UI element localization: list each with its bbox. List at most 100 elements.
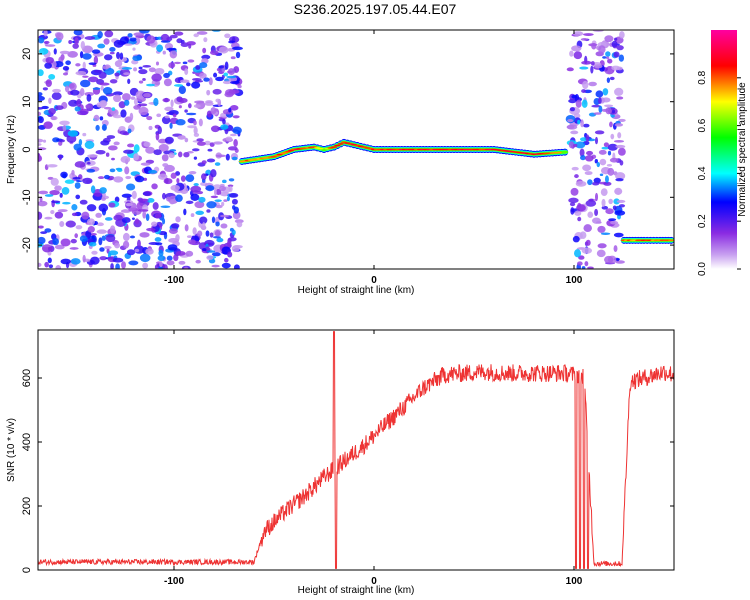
noise-blob: [213, 235, 221, 239]
noise-blob: [185, 250, 194, 257]
noise-blob: [91, 250, 98, 255]
noise-blob: [152, 202, 159, 210]
noise-blob: [114, 72, 120, 77]
noise-blob: [225, 153, 230, 161]
noise-blob: [43, 40, 50, 44]
noise-blob: [229, 133, 237, 137]
noise-blob: [64, 179, 75, 184]
noise-blob: [604, 175, 609, 183]
noise-blob: [62, 66, 70, 71]
noise-blob: [119, 52, 124, 60]
noise-blob: [169, 200, 175, 205]
noise-blob: [572, 31, 584, 37]
noise-blob: [81, 211, 90, 220]
noise-blob: [120, 109, 127, 118]
noise-blob: [65, 220, 76, 228]
noise-blob: [570, 207, 575, 215]
noise-blob: [95, 149, 106, 155]
noise-blob: [155, 242, 163, 246]
noise-blob: [591, 104, 601, 108]
signal-mark: [337, 143, 344, 145]
noise-blob: [119, 130, 128, 135]
noise-blob: [49, 189, 60, 196]
noise-blob: [196, 138, 204, 142]
y-tick-label: 200: [21, 497, 33, 515]
noise-blob: [139, 30, 150, 34]
noise-blob: [110, 108, 119, 117]
noise-blob: [609, 121, 613, 128]
noise-blob: [138, 69, 148, 75]
noise-blob: [82, 53, 92, 60]
noise-blob: [143, 141, 151, 147]
noise-blob: [600, 232, 611, 235]
noise-blob: [610, 133, 615, 140]
noise-blob: [595, 90, 604, 98]
noise-blob: [193, 156, 198, 160]
noise-blob: [109, 168, 116, 173]
noise-blob: [613, 51, 620, 58]
noise-blob: [59, 220, 65, 227]
noise-blob: [92, 87, 101, 90]
noise-blob: [137, 197, 144, 203]
noise-blob: [100, 140, 110, 146]
noise-blob: [155, 61, 160, 66]
noise-blob: [227, 184, 234, 188]
noise-blob: [96, 229, 108, 234]
noise-blob: [158, 249, 164, 257]
noise-blob: [87, 226, 95, 233]
noise-blob: [86, 94, 92, 102]
noise-blob: [160, 40, 171, 43]
noise-blob: [228, 178, 235, 182]
noise-blob: [226, 196, 230, 202]
noise-blob: [616, 258, 620, 262]
noise-blob: [201, 160, 207, 165]
noise-blob: [99, 116, 104, 121]
noise-blob: [86, 218, 96, 226]
noise-blob: [139, 232, 150, 238]
signal-mark: [334, 144, 341, 147]
noise-blob: [594, 158, 598, 164]
noise-blob: [597, 225, 606, 233]
noise-blob: [104, 217, 113, 221]
noise-blob: [191, 81, 201, 89]
noise-blob: [215, 221, 220, 227]
noise-blob: [603, 142, 609, 148]
noise-blob: [199, 216, 208, 225]
noise-blob: [178, 105, 182, 109]
noise-blob: [113, 39, 124, 48]
noise-blob: [95, 212, 102, 218]
noise-blob: [51, 92, 62, 100]
noise-blob: [38, 143, 42, 146]
noise-blob: [603, 181, 612, 186]
noise-blob: [148, 169, 158, 174]
noise-blob: [172, 113, 177, 118]
noise-blob: [179, 79, 190, 83]
noise-blob: [143, 93, 151, 98]
noise-blob: [218, 65, 225, 69]
noise-blob: [108, 202, 116, 208]
signal-mark: [668, 239, 674, 242]
noise-blob: [585, 150, 594, 156]
noise-blob: [224, 257, 229, 263]
noise-blob: [583, 123, 590, 128]
noise-blob: [569, 107, 576, 112]
noise-blob: [122, 93, 131, 101]
noise-blob: [618, 118, 626, 122]
noise-blob: [99, 187, 107, 194]
noise-blob: [162, 50, 166, 55]
noise-blob: [97, 43, 106, 49]
noise-blob: [578, 255, 585, 260]
noise-blob: [48, 264, 53, 269]
noise-blob: [108, 250, 119, 256]
signal-mark: [555, 151, 562, 154]
noise-blob: [42, 139, 47, 143]
noise-blob: [161, 154, 169, 162]
noise-blob: [132, 55, 142, 61]
noise-blob: [44, 62, 52, 69]
noise-blob: [137, 239, 141, 248]
noise-blob: [38, 190, 49, 195]
noise-blob: [588, 198, 594, 202]
noise-blob: [69, 247, 79, 250]
noise-blob: [38, 95, 45, 102]
noise-blob: [104, 106, 112, 110]
